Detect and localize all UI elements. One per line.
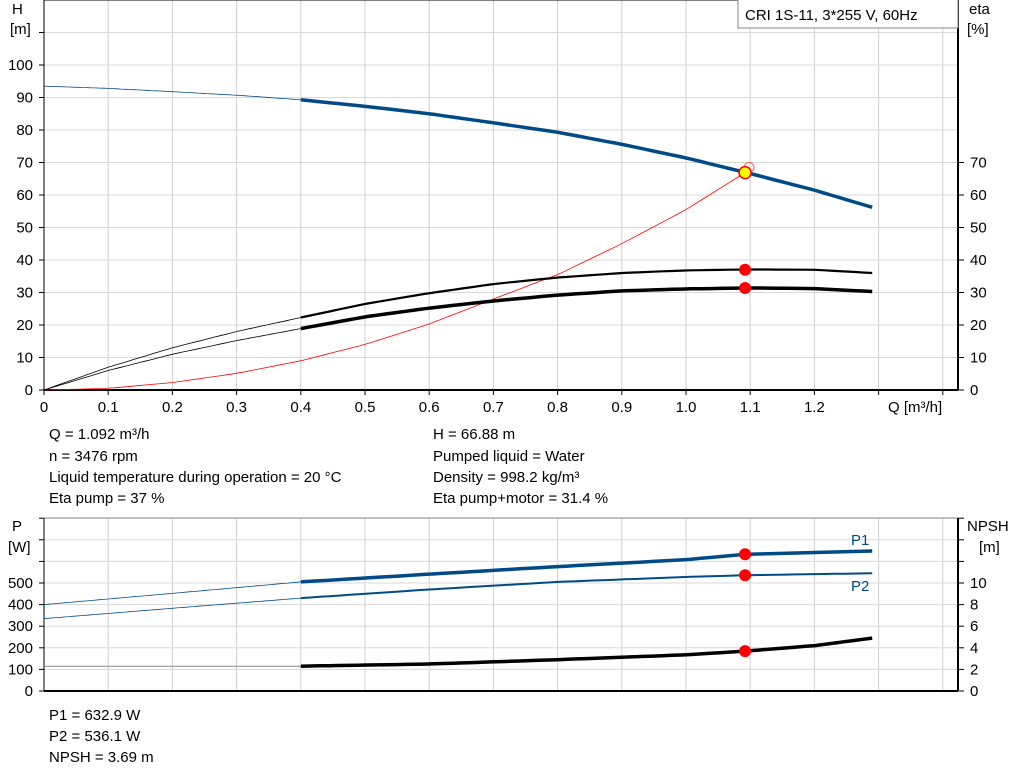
- head-curve-thin: [43, 85, 301, 101]
- info-npsh: NPSH = 3.69 m: [49, 749, 154, 766]
- info-eta-pump: Eta pump = 37 %: [49, 490, 165, 507]
- x-tick-label: 0.3: [226, 399, 247, 416]
- info-liquid: Pumped liquid = Water: [433, 448, 585, 465]
- p1-curve: [300, 549, 873, 584]
- bottom-grid: [39, 517, 964, 692]
- legend-box: [737, 0, 959, 29]
- x-tick-label: 0.6: [419, 399, 440, 416]
- info-eta-pump-motor: Eta pump+motor = 31.4 %: [433, 490, 608, 507]
- curves: [43, 85, 873, 668]
- eta-axis-label: eta: [969, 1, 991, 18]
- y-tick-label-right: 4: [970, 640, 978, 657]
- info-p2: P2 = 536.1 W: [49, 728, 141, 745]
- x-tick-label: 0.8: [547, 399, 568, 416]
- duty-point-eta-pump-motor: [739, 281, 752, 294]
- y-tick-label-right: 0: [970, 382, 978, 399]
- y-tick-label-right: 10: [970, 350, 987, 367]
- x-tick-label: 1.0: [676, 399, 697, 416]
- y-tick-label-left: 0: [25, 683, 33, 700]
- y-tick-label-right: 20: [970, 317, 987, 334]
- p2-series-label: P2: [851, 578, 869, 595]
- eta-pump-motor-curve-thin: [43, 328, 301, 391]
- y-tick-label-left: 100: [8, 661, 33, 678]
- h-axis-label: H: [12, 1, 23, 18]
- p1-series-label: P1: [851, 532, 869, 549]
- info-bottom: P1 = 632.9 W P2 = 536.1 W NPSH = 3.69 m: [49, 707, 154, 766]
- h-axis-unit: [m]: [10, 21, 31, 38]
- top-grid: [39, 0, 964, 395]
- y-tick-label-left: 500: [8, 575, 33, 592]
- duty-point-head: [738, 165, 752, 180]
- x-tick-label: 0: [40, 399, 48, 416]
- x-tick-label: 0.9: [611, 399, 632, 416]
- p-axis-unit: [W]: [8, 539, 31, 556]
- x-tick-label: 0.5: [355, 399, 376, 416]
- y-tick-label-right: 10: [970, 575, 987, 592]
- x-tick-label: 1.1: [740, 399, 761, 416]
- duty-point-p2: [739, 569, 752, 582]
- y-tick-label-left: 90: [16, 90, 33, 107]
- x-tick-label: 1.2: [804, 399, 825, 416]
- info-top-right: H = 66.88 m Pumped liquid = Water Densit…: [433, 426, 608, 507]
- y-tick-label-left: 70: [16, 155, 33, 172]
- duty-point-eta-pump: [739, 263, 752, 276]
- y-tick-label-right: 8: [970, 597, 978, 614]
- eta-pump-curve: [300, 268, 873, 319]
- npsh-axis-unit: [m]: [979, 539, 1000, 556]
- npsh-curve: [300, 636, 873, 668]
- y-tick-label-left: 100: [8, 57, 33, 74]
- x-tick-label: 0.4: [290, 399, 311, 416]
- y-tick-label-right: 50: [970, 220, 987, 237]
- eta-axis-unit: [%]: [967, 21, 989, 38]
- y-tick-label-left: 20: [16, 317, 33, 334]
- info-p1: P1 = 632.9 W: [49, 707, 141, 724]
- y-tick-label-left: 40: [16, 252, 33, 269]
- y-tick-label-right: 60: [970, 187, 987, 204]
- x-tick-label: 0.7: [483, 399, 504, 416]
- npsh-axis-label: NPSH: [967, 518, 1009, 535]
- y-tick-label-right: 2: [970, 661, 978, 678]
- labels: 0 0.1 0.2 0.3 0.4 0.5 0.6 0.7 0.8 0.9 1.0 1.1 1.2 0 10…: [8, 57, 987, 700]
- y-tick-label-right: 0: [970, 683, 978, 700]
- y-tick-label-right: 70: [970, 155, 987, 172]
- y-tick-label-left: 400: [8, 597, 33, 614]
- y-tick-label-left: 300: [8, 618, 33, 635]
- y-tick-label-right: 6: [970, 618, 978, 635]
- y-tick-label-left: 10: [16, 350, 33, 367]
- eta-pump-motor-curve: [300, 286, 873, 331]
- info-q: Q = 1.092 m³/h: [49, 426, 149, 443]
- y-tick-label-left: 0: [25, 382, 33, 399]
- y-tick-label-right: 40: [970, 252, 987, 269]
- info-density: Density = 998.2 kg/m³: [433, 469, 579, 486]
- p2-curve-thin: [43, 597, 301, 619]
- p2-curve: [300, 572, 873, 600]
- info-n: n = 3476 rpm: [49, 448, 138, 465]
- y-tick-label-left: 80: [16, 122, 33, 139]
- y-tick-label-left: 30: [16, 285, 33, 302]
- legend-text: CRI 1S-11, 3*255 V, 60Hz: [745, 7, 918, 24]
- duty-point-npsh: [739, 645, 752, 658]
- y-tick-label-left: 200: [8, 640, 33, 657]
- x-tick-label: 0.2: [162, 399, 183, 416]
- y-tick-label-left: 50: [16, 220, 33, 237]
- y-tick-label-right: 30: [970, 285, 987, 302]
- p1-curve-thin: [43, 581, 301, 605]
- head-curve: [300, 98, 873, 209]
- eta-pump-curve-thin: [43, 317, 301, 391]
- duty-point-p1: [739, 548, 752, 561]
- y-tick-label-left: 60: [16, 187, 33, 204]
- p-axis-label: P: [12, 518, 22, 535]
- system-curve: [43, 172, 746, 391]
- q-axis-label: Q [m³/h]: [888, 399, 942, 416]
- x-tick-label: 0.1: [98, 399, 119, 416]
- info-temp: Liquid temperature during operation = 20…: [49, 469, 342, 486]
- info-h: H = 66.88 m: [433, 426, 515, 443]
- info-top-left: Q = 1.092 m³/h n = 3476 rpm Liquid tempe…: [49, 426, 342, 507]
